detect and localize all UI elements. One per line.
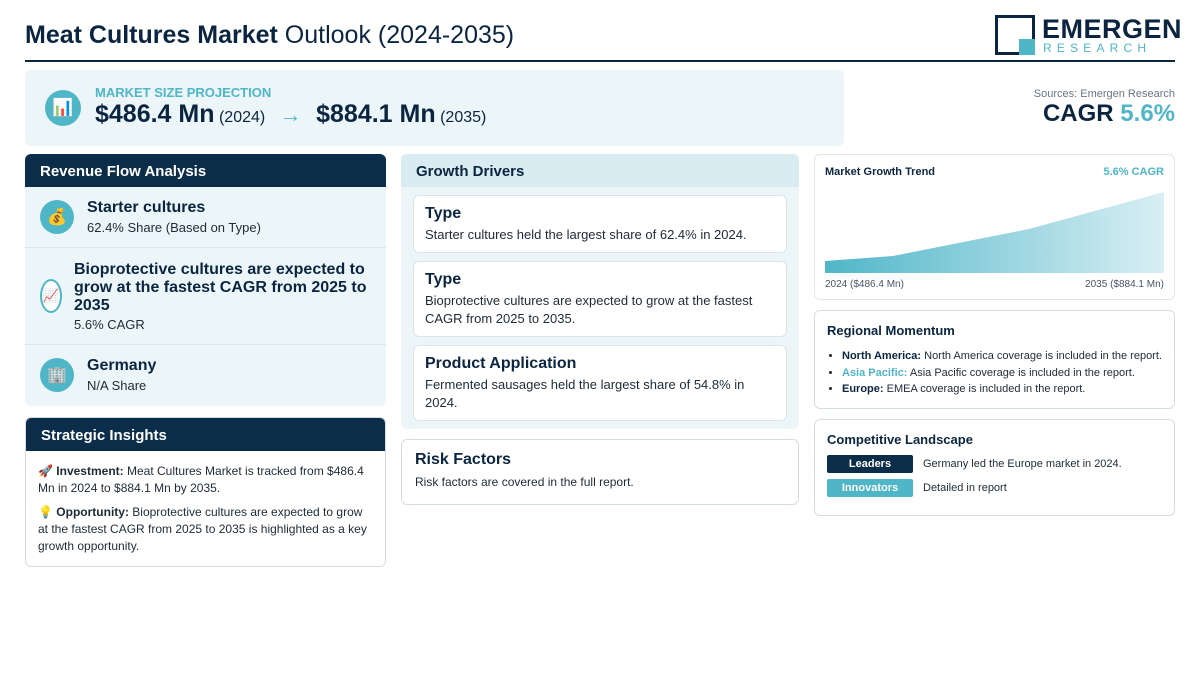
start-value: $486.4 Mn — [95, 100, 215, 128]
driver-card-text: Fermented sausages held the largest shar… — [425, 377, 745, 410]
strategic-insights-title: Strategic Insights — [26, 418, 385, 451]
competitive-row: Innovators Detailed in report — [827, 479, 1162, 497]
market-size-banner: 📊 MARKET SIZE PROJECTION $486.4 Mn (2024… — [25, 70, 844, 146]
trending-up-icon: 📈 — [40, 279, 62, 313]
competitive-landscape-panel: Competitive Landscape Leaders Germany le… — [814, 419, 1175, 516]
risk-factors-text: Risk factors are covered in the full rep… — [415, 475, 634, 489]
trend-start-label: 2024 ($486.4 Mn) — [825, 279, 904, 290]
sources-text: Sources: Emergen Research — [1033, 88, 1175, 100]
projection-values: $486.4 Mn (2024) → $884.1 Mn (2035) — [95, 100, 486, 129]
logo-sub: RESEARCH — [1043, 41, 1152, 55]
competitive-landscape-title: Competitive Landscape — [827, 432, 973, 447]
opportunity-text: Bioprotective cultures are expected to g… — [38, 505, 367, 553]
regional-momentum-title: Regional Momentum — [827, 323, 955, 338]
cagr-headline: CAGR 5.6% — [1043, 100, 1175, 128]
innovators-text: Detailed in report — [923, 482, 1007, 494]
trend-end-label: 2035 ($884.1 Mn) — [1085, 279, 1164, 290]
money-bag-icon: 💰 — [40, 200, 74, 234]
region-name: North America: — [842, 350, 922, 362]
risk-factors-panel: Risk Factors Risk factors are covered in… — [401, 439, 799, 505]
driver-card: Type Bioprotective cultures are expected… — [413, 261, 787, 337]
logo-mark-icon — [995, 15, 1035, 55]
competitive-row: Leaders Germany led the Europe market in… — [827, 455, 1162, 473]
strategic-insights-panel: Strategic Insights 🚀 Investment: Meat Cu… — [25, 417, 386, 567]
region-name: Europe: — [842, 383, 884, 395]
page-title-bold: Meat Cultures Market — [25, 21, 278, 49]
region-name: Asia Pacific: — [842, 366, 908, 379]
driver-card-title: Type — [425, 205, 462, 222]
revenue-item: 📈 Bioprotective cultures are expected to… — [25, 248, 386, 345]
revenue-item-title: Starter cultures — [87, 199, 206, 216]
projection-label: MARKET SIZE PROJECTION — [95, 85, 272, 100]
cagr-label: CAGR — [1042, 100, 1114, 127]
driver-card-text: Starter cultures held the largest share … — [425, 227, 747, 242]
risk-factors-title: Risk Factors — [415, 451, 512, 468]
driver-card-title: Product Application — [425, 355, 577, 372]
revenue-item: 🏢 Germany N/A Share — [25, 345, 386, 406]
building-icon: 🏢 — [40, 358, 74, 392]
start-year: (2024) — [218, 109, 266, 126]
regional-momentum-panel: Regional Momentum North America: North A… — [814, 310, 1175, 409]
list-item: North America: North America coverage is… — [842, 348, 1162, 365]
logo-name: EMERGEN — [1042, 14, 1183, 44]
revenue-item-sub: 62.4% Share (Based on Type) — [87, 220, 261, 235]
end-year: (2035) — [440, 109, 487, 126]
regional-list: North America: North America coverage is… — [827, 348, 1162, 398]
leaders-text: Germany led the Europe market in 2024. — [923, 458, 1122, 470]
trend-title: Market Growth Trend — [825, 166, 936, 178]
opportunity-label: Opportunity: — [56, 505, 129, 519]
growth-drivers-panel: Growth Drivers Type Starter cultures hel… — [401, 154, 799, 429]
cagr-value: 5.6% — [1120, 100, 1175, 127]
leaders-badge: Leaders — [827, 455, 913, 473]
revenue-flow-title: Revenue Flow Analysis — [25, 154, 386, 187]
innovators-badge: Innovators — [827, 479, 913, 497]
driver-card-title: Type — [425, 271, 462, 288]
opportunity-insight: 💡 Opportunity: Bioprotective cultures ar… — [26, 504, 385, 555]
market-growth-trend-panel: Market Growth Trend 5.6% CAGR 2024 ($486… — [814, 154, 1175, 300]
bar-chart-icon: 📊 — [45, 90, 81, 126]
page-title: Meat Cultures Market Outlook (2024-2035) — [25, 21, 514, 50]
revenue-item-title: Germany — [87, 357, 157, 374]
lightbulb-icon: 💡 — [38, 505, 53, 519]
driver-card-text: Bioprotective cultures are expected to g… — [425, 293, 753, 326]
list-item: Europe: EMEA coverage is included in the… — [842, 381, 1162, 398]
page-header: Meat Cultures Market Outlook (2024-2035)… — [25, 12, 1182, 62]
emergen-logo: EMERGEN RESEARCH — [995, 14, 1182, 56]
investment-text: Meat Cultures Market is tracked from $48… — [38, 464, 364, 495]
region-text: Asia Pacific coverage is included in the… — [907, 366, 1135, 379]
trend-cagr: 5.6% CAGR — [1103, 166, 1164, 178]
trend-area-chart — [825, 192, 1164, 273]
region-text: North America coverage is included in th… — [921, 350, 1162, 362]
region-text: EMEA coverage is included in the report. — [883, 383, 1086, 395]
growth-drivers-title: Growth Drivers — [401, 154, 799, 187]
revenue-item-title: Bioprotective cultures are expected to g… — [74, 261, 367, 314]
page-title-rest: Outlook (2024-2035) — [277, 21, 515, 49]
revenue-item: 💰 Starter cultures 62.4% Share (Based on… — [25, 187, 386, 248]
investment-insight: 🚀 Investment: Meat Cultures Market is tr… — [26, 463, 385, 497]
revenue-item-sub: N/A Share — [87, 378, 147, 393]
driver-card: Type Starter cultures held the largest s… — [413, 195, 787, 253]
list-item: Asia Pacific: Asia Pacific coverage is i… — [842, 365, 1162, 382]
rocket-icon: 🚀 — [38, 464, 53, 478]
revenue-flow-panel: Revenue Flow Analysis 💰 Starter cultures… — [25, 154, 386, 406]
driver-card: Product Application Fermented sausages h… — [413, 345, 787, 421]
investment-label: Investment: — [56, 464, 124, 478]
arrow-right-icon: → — [279, 102, 302, 127]
trend-area — [825, 192, 1164, 273]
revenue-item-sub: 5.6% CAGR — [74, 317, 145, 332]
end-value: $884.1 Mn — [316, 100, 436, 128]
